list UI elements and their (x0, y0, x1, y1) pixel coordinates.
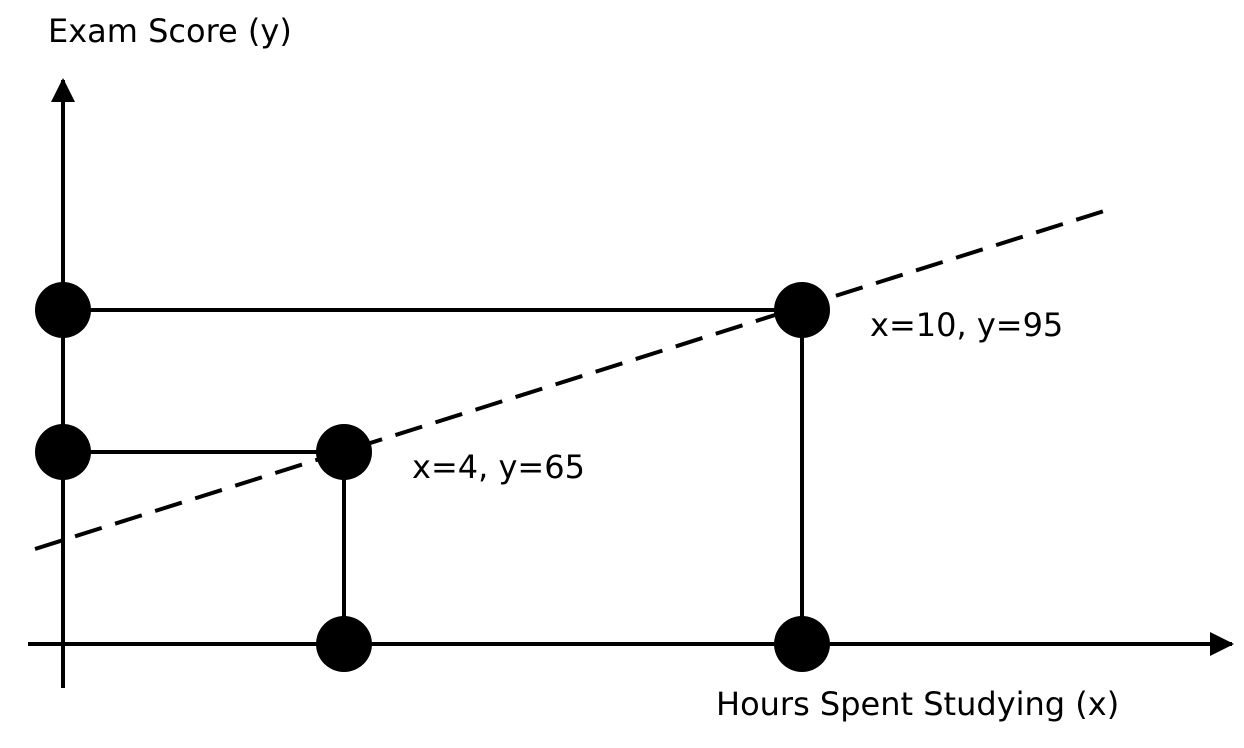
y-axis-marker-x10 (35, 282, 91, 338)
x-axis-marker-x4 (316, 616, 372, 672)
data-points (35, 282, 830, 672)
guide-lines (63, 308, 804, 644)
point-label-x4: x=4, y=65 (412, 448, 585, 486)
y-axis-title: Exam Score (y) (48, 12, 292, 50)
point-labels: x=4, y=65 x=10, y=95 (412, 306, 1063, 486)
point-label-x10: x=10, y=95 (870, 306, 1063, 344)
data-point-x10 (774, 282, 830, 338)
x-axis-title: Hours Spent Studying (x) (716, 685, 1119, 723)
data-point-x4 (316, 424, 372, 480)
y-axis-marker-x4 (35, 424, 91, 480)
x-axis-marker-x10 (774, 616, 830, 672)
trend-line (34, 209, 1105, 551)
